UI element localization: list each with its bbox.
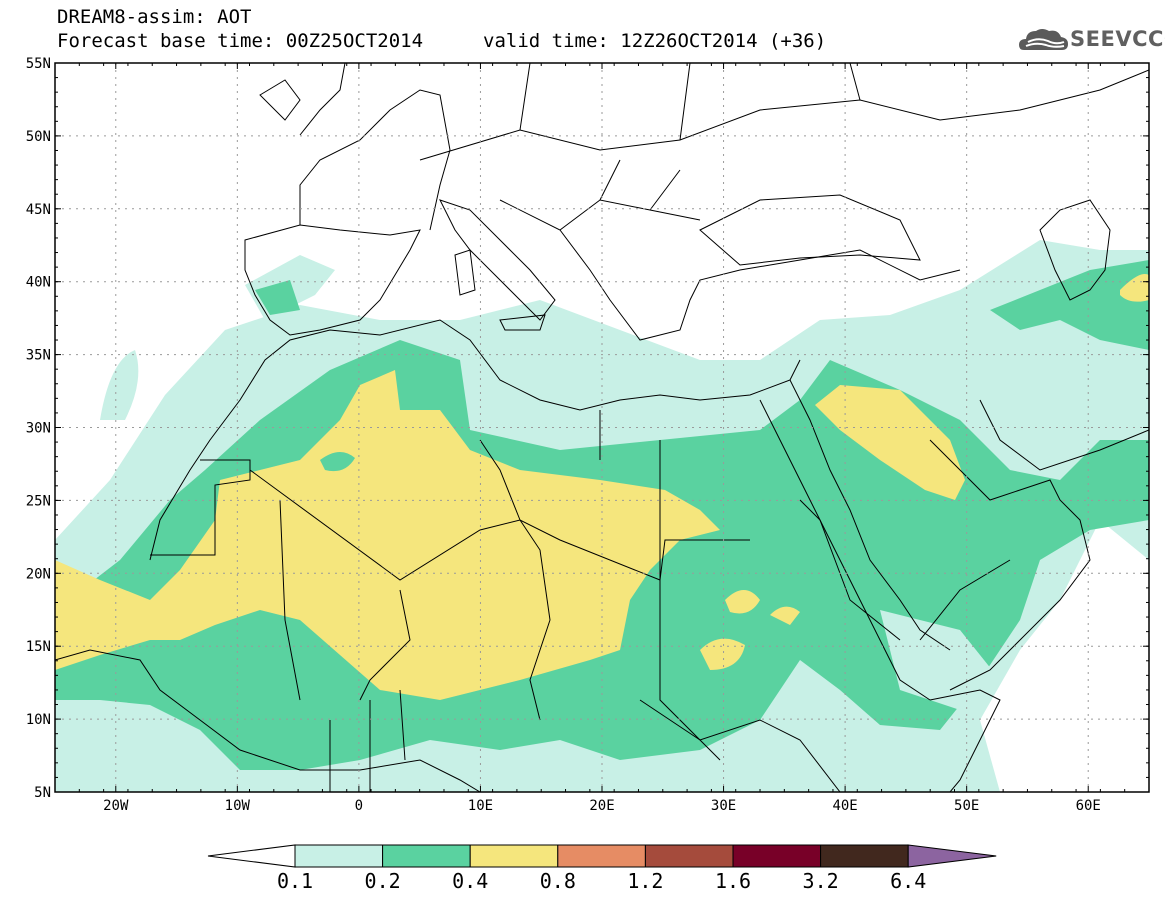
- lon-label: 20W: [103, 798, 129, 814]
- lon-label: 0: [355, 798, 363, 814]
- lat-label: 35N: [26, 348, 51, 364]
- colorbar-segment: [820, 844, 909, 868]
- forecast-base-time: Forecast base time: 00Z25OCT2014: [57, 30, 424, 52]
- border-sahel-north: [249, 469, 750, 581]
- coast-british-isles: [259, 63, 346, 136]
- longitude-labels: 20W 10W 0 10E 20E 30E 40E 50E 60E: [103, 798, 1101, 814]
- lon-label: 10W: [225, 798, 251, 814]
- border-maghreb: [479, 410, 601, 521]
- colorbar-segment: [294, 844, 384, 868]
- lon-label: 20E: [589, 798, 614, 814]
- lat-label: 20N: [26, 566, 51, 582]
- lon-label: 60E: [1076, 798, 1101, 814]
- colorbar-arrow-low: [207, 844, 296, 868]
- border-europe-east: [419, 69, 1149, 161]
- colorbar-segment: [644, 844, 734, 868]
- colorbar-arrow-high: [907, 844, 997, 868]
- lat-label: 10N: [26, 712, 51, 728]
- cloud-icon: [1019, 29, 1068, 50]
- lat-label: 5N: [34, 785, 51, 801]
- coast-balkans: [499, 199, 961, 341]
- colorbar-segment: [732, 844, 822, 868]
- border-gulf-guinea: [329, 689, 406, 792]
- coast-arabia: [929, 439, 1091, 691]
- coast-horn: [929, 689, 1001, 792]
- lon-label: 40E: [832, 798, 857, 814]
- latitude-labels: 55N 50N 45N 40N 35N 30N 25N 20N 15N 10N 5N: [26, 56, 51, 801]
- lat-label: 25N: [26, 493, 51, 509]
- border-east-africa: [639, 559, 1011, 792]
- lat-label: 50N: [26, 129, 51, 145]
- colorbar-label: 3.2: [803, 869, 839, 893]
- lat-label: 30N: [26, 421, 51, 437]
- logo-text: SEEVCCC: [1070, 27, 1165, 51]
- valid-time: valid time: 12Z26OCT2014 (+36): [483, 30, 827, 52]
- colorbar-segment: [557, 844, 646, 868]
- colorbar-segment: [469, 844, 559, 868]
- lat-label: 45N: [26, 202, 51, 218]
- coast-west-africa: [55, 649, 481, 792]
- coast-islands: [454, 249, 546, 331]
- coast-caspian: [1039, 199, 1111, 301]
- colorbar-label: 0.1: [277, 869, 313, 893]
- border-middle-east: [799, 399, 1149, 641]
- lon-label: 50E: [954, 798, 979, 814]
- coast-france: [299, 89, 451, 231]
- coast-black-sea: [699, 194, 921, 266]
- border-europe-north: [519, 63, 861, 141]
- aot-band-0.4: [55, 274, 1149, 700]
- border-balkans-internal: [559, 159, 701, 231]
- colorbar-label: 1.6: [715, 869, 751, 893]
- lat-label: 55N: [26, 56, 51, 72]
- lat-label: 40N: [26, 275, 51, 291]
- colorbar-label: 1.2: [627, 869, 663, 893]
- colorbar-label: 0.4: [452, 869, 488, 893]
- coast-iberia: [244, 224, 421, 336]
- border-sahel-internal: [279, 440, 721, 761]
- coastlines: [55, 63, 1149, 792]
- colorbar-segment: [382, 844, 471, 868]
- coast-italy: [439, 199, 556, 321]
- graticule: [55, 63, 1149, 792]
- lon-label: 10E: [468, 798, 493, 814]
- colorbar: 0.1 0.2 0.4 0.8 1.2 1.6 3.2 6.4: [207, 844, 997, 893]
- seevccc-logo: SEEVCCC: [1018, 24, 1165, 56]
- lon-label: 30E: [711, 798, 736, 814]
- colorbar-label: 0.8: [540, 869, 576, 893]
- colorbar-label: 6.4: [890, 869, 926, 893]
- lat-label: 15N: [26, 639, 51, 655]
- coast-north-africa: [149, 319, 801, 561]
- border-w-sahara: [150, 459, 251, 556]
- coast-red-sea: [759, 379, 951, 701]
- colorbar-label: 0.2: [365, 869, 401, 893]
- axis-ticks: [54, 62, 1150, 793]
- map-title: DREAM8-assim: AOT: [57, 6, 252, 28]
